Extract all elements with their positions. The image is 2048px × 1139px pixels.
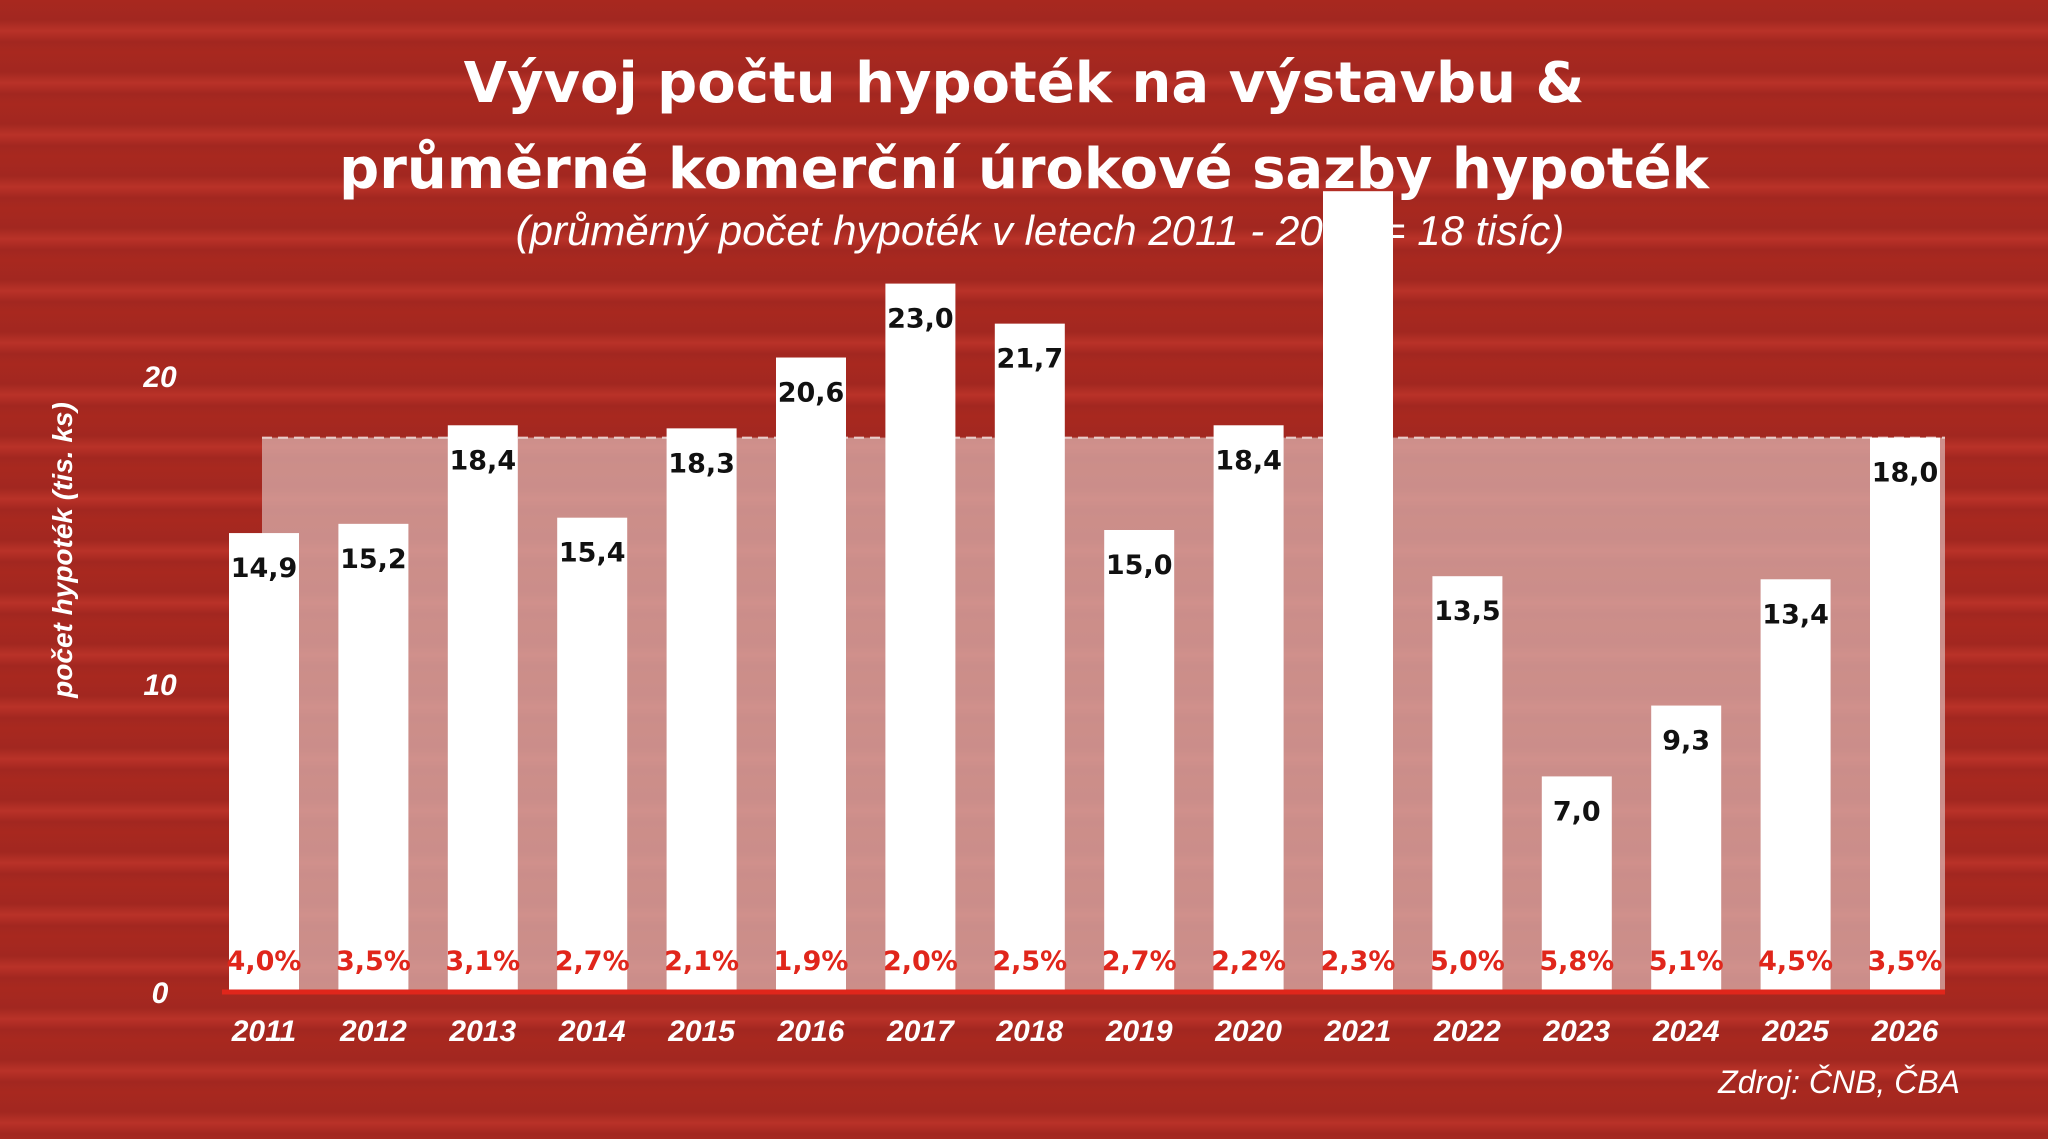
rate-label-2017: 2,0%	[883, 946, 958, 977]
rate-label-2019: 2,7%	[1102, 946, 1177, 977]
x-tick-2014: 2014	[558, 1015, 626, 1048]
bar-value-2020: 18,4	[1215, 445, 1282, 476]
bar-value-2016: 20,6	[778, 378, 845, 409]
x-tick-2022: 2022	[1433, 1015, 1501, 1048]
bar-value-2017: 23,0	[887, 304, 954, 335]
x-tick-2011: 2011	[231, 1015, 297, 1048]
x-tick-2016: 2016	[777, 1015, 845, 1048]
rate-label-2018: 2,5%	[992, 946, 1067, 977]
bar-value-2024: 9,3	[1662, 726, 1710, 757]
bar-2020	[1213, 425, 1284, 992]
bar-value-2013: 18,4	[449, 445, 516, 476]
x-tick-2017: 2017	[886, 1015, 955, 1048]
bar-2011	[229, 533, 299, 992]
x-axis: 2011 2012 2013 2014 2015 2016 2017 2018 2019 2020…	[231, 1015, 1939, 1048]
bar-2018	[994, 323, 1065, 992]
bar-2022	[1432, 576, 1503, 992]
bar-value-2019: 15,0	[1106, 550, 1173, 581]
bar-2023	[1541, 776, 1612, 992]
rate-label-2025: 4,5%	[1758, 946, 1833, 977]
bar-2014	[557, 517, 628, 992]
x-tick-2024: 2024	[1652, 1015, 1720, 1048]
bar-value-2014: 15,4	[559, 538, 626, 569]
rate-label-2022: 5,0%	[1430, 946, 1505, 977]
x-tick-2021: 2021	[1324, 1015, 1392, 1048]
chart-subtitle: (průměrný počet hypoték v letech 2011 - …	[516, 207, 1565, 254]
source-label: Zdroj: ČNB, ČBA	[1717, 1064, 1960, 1100]
x-tick-2026: 2026	[1871, 1015, 1939, 1048]
bar-2016	[776, 357, 846, 992]
bar-value-2011: 14,9	[231, 553, 298, 584]
bar-value-2023: 7,0	[1553, 796, 1601, 827]
bar-value-2026: 18,0	[1872, 458, 1939, 489]
bar-2013	[447, 425, 518, 992]
x-tick-2019: 2019	[1105, 1015, 1173, 1048]
chart-title-line2: průměrné komerční úrokové sazby hypoték	[339, 137, 1710, 202]
rate-label-2015: 2,1%	[664, 946, 739, 977]
y-tick-20: 20	[142, 361, 177, 394]
bar-value-2015: 18,3	[668, 448, 735, 479]
x-tick-2025: 2025	[1761, 1015, 1830, 1048]
x-tick-2023: 2023	[1542, 1015, 1610, 1048]
bar-2015	[666, 428, 737, 992]
rate-label-2012: 3,5%	[336, 946, 411, 977]
x-tick-2015: 2015	[667, 1015, 736, 1048]
rate-label-2024: 5,1%	[1649, 946, 1724, 977]
rate-label-2021: 2,3%	[1321, 946, 1396, 977]
y-axis: 0 10 20	[142, 361, 177, 1010]
rate-label-2011: 4,0%	[227, 946, 302, 977]
rate-label-2023: 5,8%	[1539, 946, 1614, 977]
bar-2012	[338, 523, 409, 992]
bar-2017	[885, 283, 956, 993]
bar-2025	[1760, 579, 1831, 992]
bar-2026	[1870, 437, 1940, 993]
bar-value-2022: 13,5	[1434, 596, 1501, 627]
y-tick-10: 10	[143, 669, 177, 702]
x-tick-2012: 2012	[339, 1015, 407, 1048]
bar-value-2025: 13,4	[1762, 599, 1829, 630]
bar-value-2012: 15,2	[340, 544, 407, 575]
bar-2019	[1104, 530, 1175, 992]
rate-label-2020: 2,2%	[1211, 946, 1286, 977]
rate-label-2014: 2,7%	[555, 946, 630, 977]
x-tick-2018: 2018	[995, 1015, 1063, 1048]
rate-label-2016: 1,9%	[774, 946, 849, 977]
bar-2024	[1651, 705, 1722, 992]
bars-layer: 14,9 4,0% 15,2 3,5% 18,4 3,1% 15,4 2,7% 18,3 2,1%…	[227, 191, 1943, 993]
x-tick-2013: 2013	[448, 1015, 516, 1048]
rate-label-2026: 3,5%	[1868, 946, 1943, 977]
y-axis-label: počet hypoték (tis. ks)	[47, 402, 78, 699]
bar-2021	[1323, 191, 1393, 992]
chart-title-line1: Vývoj počtu hypoték na výstavbu &	[464, 51, 1585, 116]
x-tick-2020: 2020	[1214, 1015, 1282, 1048]
y-tick-0: 0	[152, 977, 169, 1010]
bar-value-2018: 21,7	[996, 344, 1063, 375]
rate-label-2013: 3,1%	[445, 946, 520, 977]
